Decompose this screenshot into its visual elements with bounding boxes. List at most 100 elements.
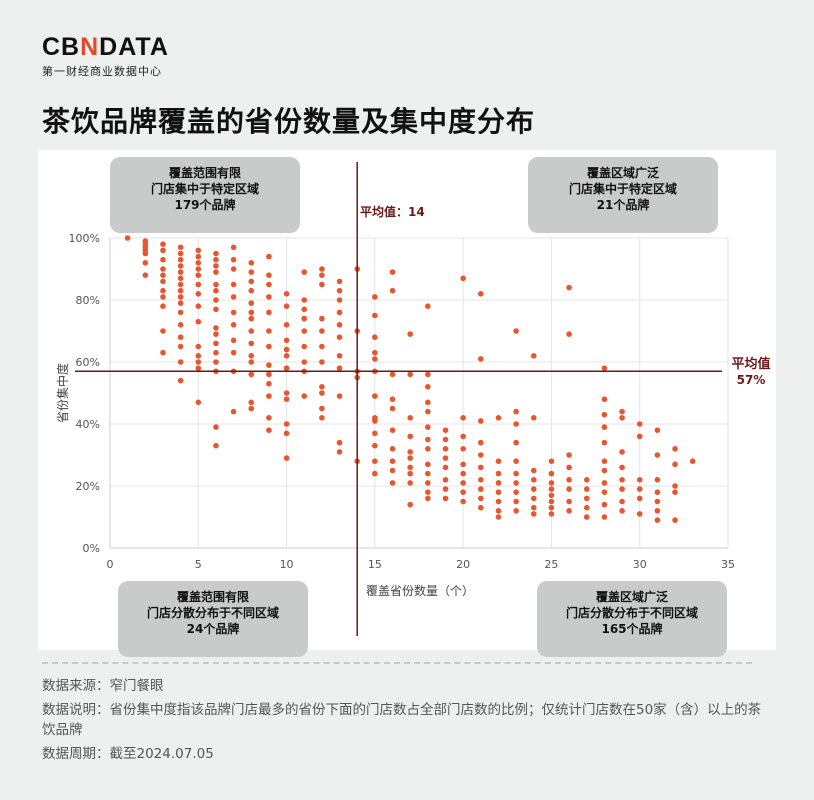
data-point	[319, 384, 325, 390]
data-point	[301, 393, 308, 399]
data-point	[513, 498, 519, 505]
data-point	[195, 281, 202, 288]
data-point	[372, 418, 378, 424]
data-point	[160, 241, 166, 247]
data-point	[230, 244, 237, 251]
data-point	[372, 430, 378, 437]
data-point	[372, 312, 378, 319]
data-point	[266, 362, 272, 368]
data-point	[425, 461, 431, 468]
data-point	[513, 480, 519, 486]
data-point	[654, 477, 661, 483]
data-point	[601, 514, 608, 520]
data-point	[389, 371, 396, 378]
data-point	[513, 408, 519, 415]
data-point	[195, 272, 202, 279]
data-point	[583, 495, 590, 502]
data-point	[336, 365, 343, 372]
data-point	[425, 371, 431, 378]
data-point	[478, 439, 484, 446]
data-point	[160, 256, 166, 263]
data-point	[566, 477, 572, 483]
data-point	[177, 294, 184, 300]
data-point	[213, 263, 219, 269]
data-point	[195, 266, 202, 272]
callout-line: 21个品牌	[596, 198, 650, 212]
data-point	[601, 424, 608, 430]
data-point	[248, 300, 255, 306]
data-point	[654, 489, 661, 496]
data-point	[195, 365, 202, 372]
data-point	[266, 393, 272, 399]
data-point	[283, 337, 290, 344]
data-point	[636, 421, 643, 427]
data-point	[372, 393, 378, 399]
avg-x-label: 平均值：14	[360, 204, 425, 219]
y-axis-label: 省份集中度	[55, 363, 70, 423]
data-point	[619, 415, 625, 421]
data-point	[619, 408, 625, 415]
data-point	[283, 396, 290, 403]
data-point	[548, 486, 555, 492]
data-point	[213, 325, 219, 331]
data-point	[266, 343, 272, 350]
data-point	[407, 331, 413, 337]
data-point	[636, 486, 643, 492]
x-tick-label: 30	[633, 558, 647, 571]
data-point	[513, 508, 519, 514]
data-point	[566, 284, 572, 291]
data-point	[283, 291, 290, 297]
data-point	[407, 480, 413, 486]
data-point	[636, 477, 643, 483]
data-point	[495, 458, 502, 465]
data-point	[213, 256, 219, 263]
data-point	[230, 266, 237, 272]
data-point	[336, 287, 343, 294]
data-point	[160, 247, 166, 254]
data-point	[336, 334, 343, 341]
data-point	[142, 272, 149, 279]
data-point	[195, 247, 202, 254]
data-point	[478, 495, 484, 502]
data-point	[195, 291, 202, 297]
data-point	[177, 256, 184, 263]
data-point	[495, 514, 502, 520]
data-point	[177, 359, 184, 365]
data-point	[495, 489, 502, 496]
data-point	[389, 396, 396, 403]
data-point	[636, 511, 643, 517]
data-point	[389, 269, 396, 275]
data-point	[389, 427, 396, 434]
data-point	[566, 508, 572, 514]
data-point	[248, 405, 255, 412]
data-point	[566, 498, 572, 505]
x-tick-label: 15	[368, 558, 382, 571]
data-point	[230, 281, 237, 288]
data-point	[213, 331, 219, 337]
data-point	[160, 303, 166, 310]
data-point	[301, 359, 308, 365]
data-point	[230, 349, 237, 356]
callout-line: 门店分散分布于不同区域	[565, 606, 698, 620]
data-point	[177, 300, 184, 306]
data-point	[636, 495, 643, 502]
data-point	[372, 356, 378, 362]
data-point	[583, 504, 590, 511]
y-tick-label: 100%	[69, 232, 100, 245]
data-point	[619, 477, 625, 483]
data-point	[583, 514, 590, 520]
data-point	[530, 353, 537, 359]
data-point	[389, 467, 396, 474]
data-point	[195, 253, 202, 260]
data-point	[372, 470, 378, 477]
data-point	[195, 399, 202, 406]
data-point	[619, 508, 625, 514]
chart-card	[38, 150, 776, 650]
data-point	[336, 449, 343, 455]
data-point	[530, 504, 537, 511]
data-point	[425, 446, 431, 452]
x-tick-label: 5	[195, 558, 202, 571]
data-point	[336, 439, 343, 446]
data-point	[478, 464, 484, 471]
data-point	[478, 486, 484, 492]
